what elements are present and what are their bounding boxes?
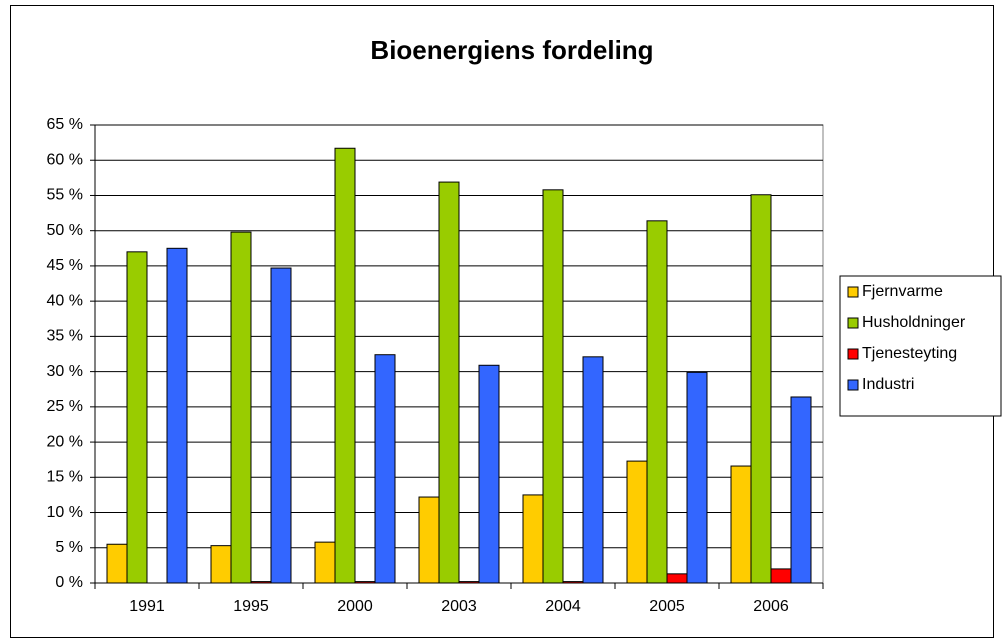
bar <box>730 465 752 584</box>
bar <box>374 354 396 584</box>
bar <box>770 568 792 584</box>
bar <box>646 220 668 584</box>
y-tick-label: 60 % <box>47 151 83 168</box>
x-tick-label: 2005 <box>649 598 685 615</box>
legend-swatch <box>847 317 859 329</box>
chart-title: Bioenergiens fordeling <box>370 35 653 65</box>
x-tick-label: 2000 <box>337 598 373 615</box>
x-tick-label: 1995 <box>233 598 269 615</box>
y-tick-label: 55 % <box>47 187 83 204</box>
legend-label: Fjernvarme <box>862 283 943 300</box>
y-tick-label: 35 % <box>47 328 83 345</box>
y-tick-label: 40 % <box>47 292 83 309</box>
x-tick-label: 2006 <box>753 598 789 615</box>
y-tick-label: 0 % <box>55 574 83 591</box>
legend-swatch <box>847 286 859 298</box>
y-tick-label: 45 % <box>47 257 83 274</box>
legend-box <box>839 275 1002 417</box>
bar <box>438 181 460 584</box>
y-tick-label: 65 % <box>47 116 83 133</box>
bar <box>126 251 148 584</box>
y-tick-label: 30 % <box>47 363 83 380</box>
bar <box>686 371 708 584</box>
y-tick-label: 10 % <box>47 504 83 521</box>
y-tick-label: 5 % <box>55 539 83 556</box>
bar <box>666 573 688 584</box>
y-tick-label: 25 % <box>47 398 83 415</box>
legend-swatch <box>847 348 859 360</box>
bar <box>314 541 336 584</box>
bar <box>210 545 232 584</box>
bar <box>478 364 500 584</box>
legend-swatch <box>847 379 859 391</box>
bar <box>418 496 440 584</box>
bar <box>166 247 188 584</box>
bar <box>626 460 648 584</box>
bar <box>230 231 252 584</box>
y-tick-label: 50 % <box>47 222 83 239</box>
bar <box>334 147 356 584</box>
legend-label: Tjenesteyting <box>862 345 957 362</box>
y-tick-label: 20 % <box>47 433 83 450</box>
bar <box>522 494 544 584</box>
x-tick-label: 2003 <box>441 598 477 615</box>
bar <box>582 356 604 584</box>
legend-label: Husholdninger <box>862 314 966 331</box>
bar <box>542 189 564 584</box>
x-tick-label: 1991 <box>129 598 165 615</box>
x-tick-label: 2004 <box>545 598 581 615</box>
y-tick-label: 15 % <box>47 469 83 486</box>
bar <box>750 194 772 584</box>
bar <box>270 267 292 584</box>
legend-label: Industri <box>862 376 914 393</box>
bar <box>790 396 812 584</box>
bar <box>106 543 128 584</box>
